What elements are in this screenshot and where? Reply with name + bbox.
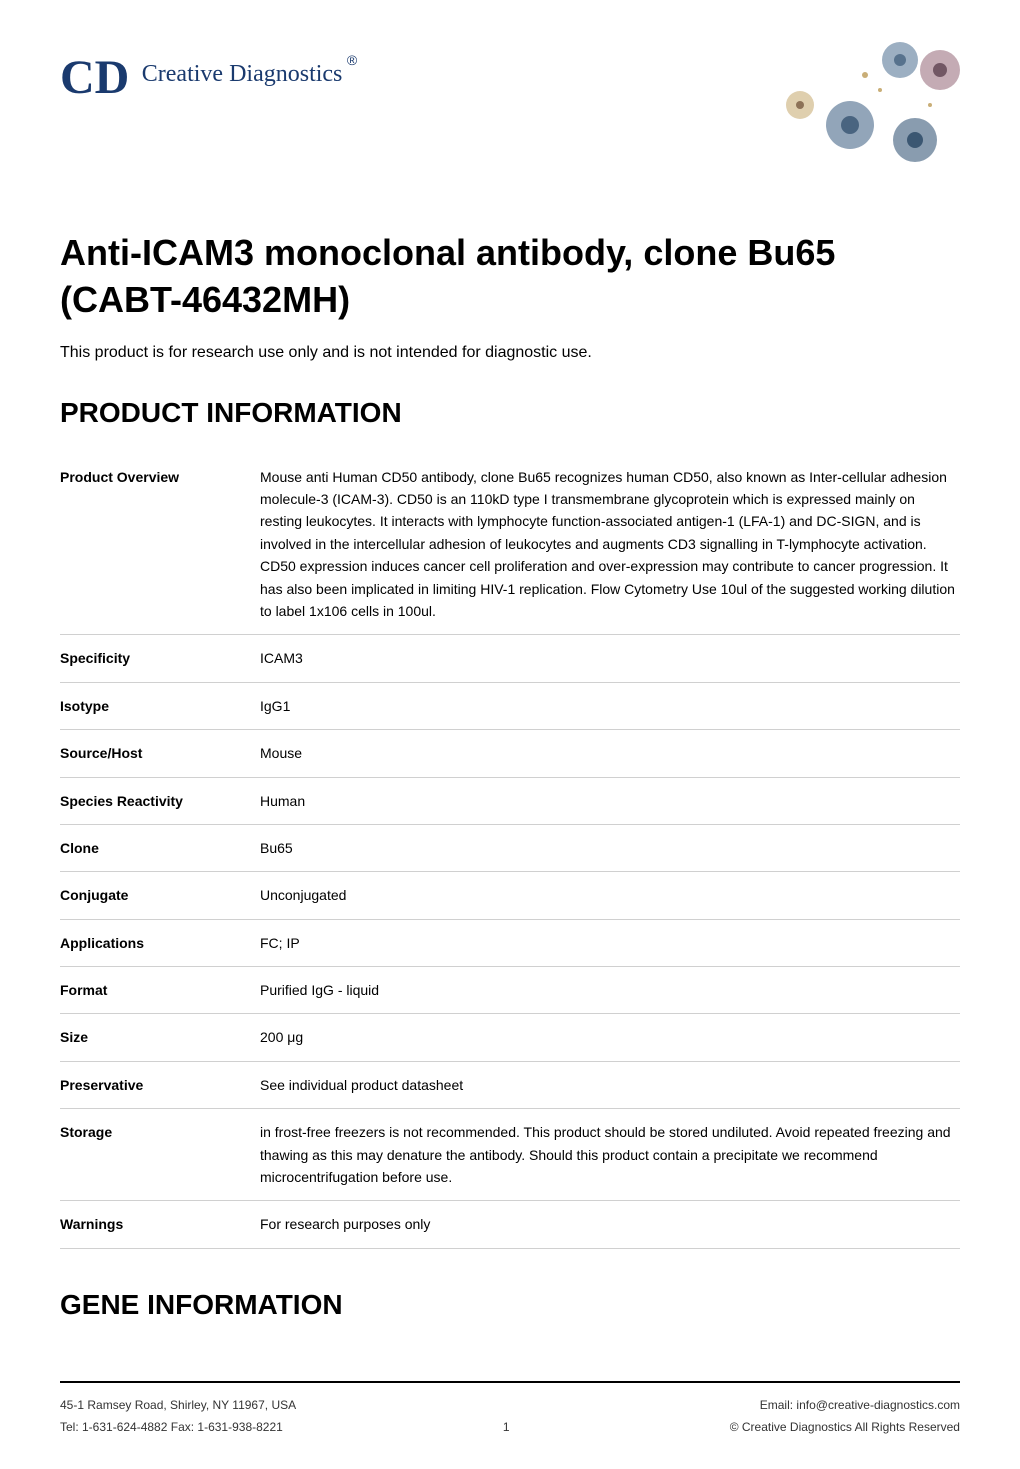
row-value: Purified IgG - liquid (260, 967, 960, 1014)
row-label: Applications (60, 919, 260, 966)
row-label: Format (60, 967, 260, 1014)
row-value: FC; IP (260, 919, 960, 966)
section-heading-gene-info: GENE INFORMATION (60, 1289, 960, 1321)
table-row: FormatPurified IgG - liquid (60, 967, 960, 1014)
row-value: Unconjugated (260, 872, 960, 919)
table-row: ApplicationsFC; IP (60, 919, 960, 966)
logo-company-name: Creative Diagnostics (142, 61, 343, 87)
table-row: IsotypeIgG1 (60, 682, 960, 729)
footer-address: 45-1 Ramsey Road, Shirley, NY 11967, USA (60, 1398, 296, 1412)
header-cells-image (620, 30, 960, 170)
row-label: Conjugate (60, 872, 260, 919)
table-row: Product OverviewMouse anti Human CD50 an… (60, 454, 960, 635)
table-row: ConjugateUnconjugated (60, 872, 960, 919)
row-value: Mouse (260, 730, 960, 777)
row-value: in frost-free freezers is not recommende… (260, 1109, 960, 1201)
row-value: IgG1 (260, 682, 960, 729)
footer-copyright: © Creative Diagnostics All Rights Reserv… (730, 1420, 960, 1434)
table-row: PreservativeSee individual product datas… (60, 1061, 960, 1108)
product-title: Anti-ICAM3 monoclonal antibody, clone Bu… (60, 230, 960, 324)
footer-page-number: 1 (503, 1420, 510, 1434)
row-value: For research purposes only (260, 1201, 960, 1248)
logo-registered-icon: ® (347, 52, 357, 68)
product-subtitle: This product is for research use only an… (60, 344, 960, 362)
row-label: Specificity (60, 635, 260, 682)
logo-cd-mark: CD (60, 50, 129, 105)
row-label: Storage (60, 1109, 260, 1201)
row-label: Preservative (60, 1061, 260, 1108)
footer-email: Email: info@creative-diagnostics.com (760, 1398, 960, 1412)
row-label: Product Overview (60, 454, 260, 635)
footer-tel: Tel: 1-631-624-4882 Fax: 1-631-938-8221 (60, 1420, 283, 1434)
row-value: 200 μg (260, 1014, 960, 1061)
section-heading-product-info: PRODUCT INFORMATION (60, 397, 960, 429)
table-row: SpecificityICAM3 (60, 635, 960, 682)
row-label: Warnings (60, 1201, 260, 1248)
row-label: Source/Host (60, 730, 260, 777)
table-row: Species ReactivityHuman (60, 777, 960, 824)
table-row: Source/HostMouse (60, 730, 960, 777)
row-value: Mouse anti Human CD50 antibody, clone Bu… (260, 454, 960, 635)
table-row: WarningsFor research purposes only (60, 1201, 960, 1248)
footer: 45-1 Ramsey Road, Shirley, NY 11967, USA… (60, 1398, 960, 1434)
row-value: See individual product datasheet (260, 1061, 960, 1108)
header: CD Creative Diagnostics ® (60, 50, 960, 190)
row-label: Isotype (60, 682, 260, 729)
product-info-table: Product OverviewMouse anti Human CD50 an… (60, 454, 960, 1249)
footer-divider (60, 1381, 960, 1383)
row-value: ICAM3 (260, 635, 960, 682)
table-row: Storagein frost-free freezers is not rec… (60, 1109, 960, 1201)
table-row: CloneBu65 (60, 824, 960, 871)
table-row: Size200 μg (60, 1014, 960, 1061)
row-label: Clone (60, 824, 260, 871)
row-value: Human (260, 777, 960, 824)
row-value: Bu65 (260, 824, 960, 871)
row-label: Size (60, 1014, 260, 1061)
row-label: Species Reactivity (60, 777, 260, 824)
